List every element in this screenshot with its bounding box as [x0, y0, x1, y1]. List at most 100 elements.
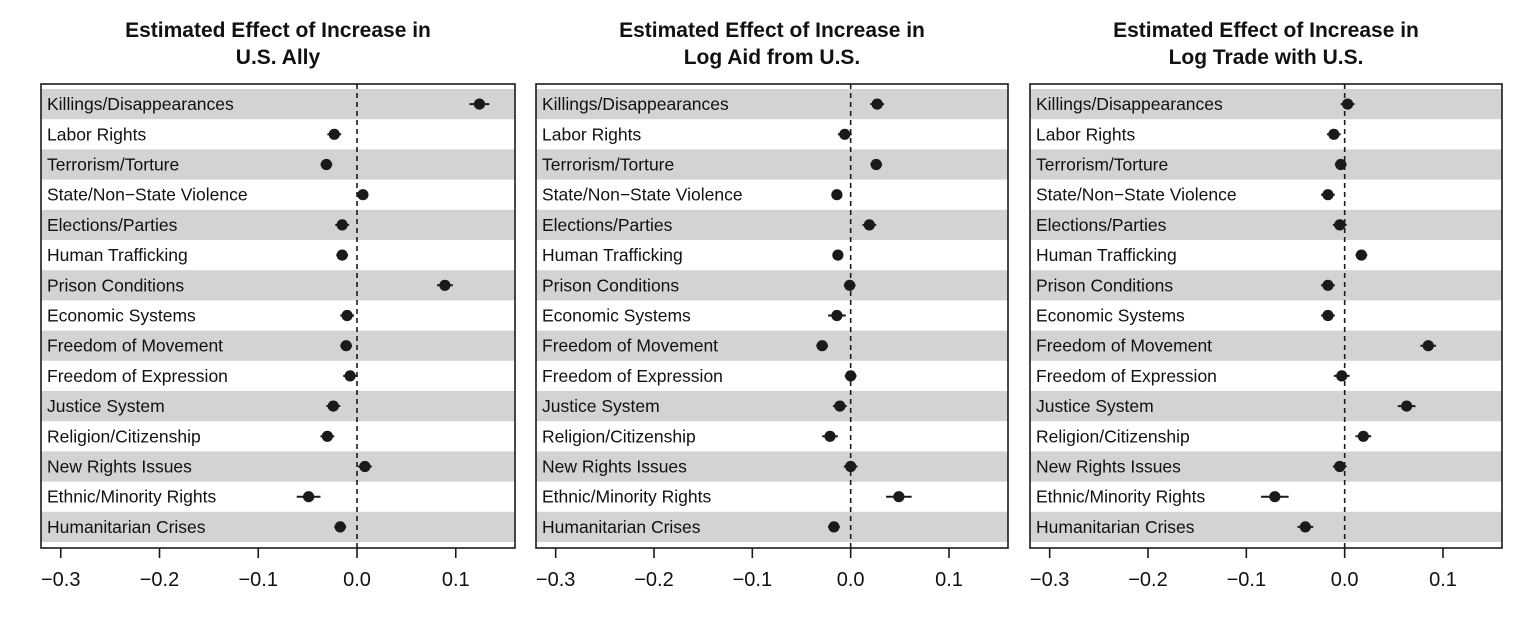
panel-frame — [535, 83, 1009, 549]
estimate-point — [832, 249, 844, 261]
row-label: Human Trafficking — [47, 245, 188, 265]
row-band — [1030, 270, 1502, 301]
estimate-point — [845, 460, 857, 473]
estimate-point — [870, 158, 882, 171]
row-band — [536, 451, 1008, 482]
estimate-point — [357, 189, 369, 201]
panel-us-ally: Estimated Effect of Increase in U.S. Ally… — [40, 19, 516, 591]
estimate-point — [359, 460, 371, 473]
row-band — [1030, 451, 1502, 482]
estimate-point — [839, 128, 851, 140]
row-band — [1030, 391, 1502, 422]
estimate-point — [1336, 370, 1348, 382]
row-band — [536, 209, 1008, 240]
row-label: Labor Rights — [1036, 124, 1135, 144]
row-label: Killings/Disappearances — [1036, 94, 1223, 114]
estimate-point — [1335, 158, 1347, 171]
row-label: State/Non−State Violence — [542, 185, 743, 205]
estimate-point — [303, 491, 315, 503]
row-label: Labor Rights — [47, 124, 146, 144]
row-label: Humanitarian Crises — [47, 517, 206, 537]
panel-title-line-2: U.S. Ally — [236, 46, 321, 69]
row-label: Terrorism/Torture — [1036, 155, 1168, 175]
x-tick-label: 0.0 — [837, 569, 865, 591]
row-label: Economic Systems — [47, 306, 196, 326]
x-tick-label: 0.1 — [935, 569, 963, 591]
row-label: Elections/Parties — [542, 215, 673, 235]
estimate-point — [328, 128, 340, 140]
row-band — [41, 391, 515, 422]
estimate-point — [1299, 521, 1311, 533]
row-label: New Rights Issues — [47, 457, 192, 477]
estimate-point — [1269, 491, 1281, 503]
row-label: New Rights Issues — [542, 457, 687, 477]
row-band — [1030, 209, 1502, 240]
row-label: Prison Conditions — [542, 275, 679, 295]
row-label: Economic Systems — [1036, 306, 1185, 326]
estimate-point — [1328, 128, 1340, 140]
row-label: New Rights Issues — [1036, 457, 1181, 477]
row-label: Labor Rights — [542, 124, 641, 144]
x-tick-label: −0.3 — [1030, 569, 1069, 591]
estimate-point — [1401, 400, 1413, 412]
panel-log-aid: Estimated Effect of Increase in Log Aid f… — [535, 19, 1009, 591]
estimate-point — [828, 521, 840, 533]
row-band — [536, 391, 1008, 422]
row-label: Religion/Citizenship — [47, 426, 201, 446]
x-tick-label: 0.0 — [1331, 569, 1359, 591]
row-band — [41, 511, 515, 542]
row-band — [536, 89, 1008, 120]
panel-title-line-2: Log Trade with U.S. — [1169, 46, 1364, 69]
estimate-point — [816, 340, 828, 352]
row-label: Ethnic/Minority Rights — [542, 487, 711, 507]
x-tick-label: −0.1 — [733, 569, 772, 591]
row-label: Humanitarian Crises — [1036, 517, 1195, 537]
estimate-point — [473, 98, 486, 110]
estimate-point — [824, 430, 836, 442]
estimate-point — [831, 309, 843, 322]
row-label: Terrorism/Torture — [47, 155, 179, 175]
panel-title-line-2: Log Aid from U.S. — [684, 46, 861, 69]
x-tick-label: 0.1 — [442, 569, 470, 591]
estimate-point — [1334, 219, 1346, 231]
row-band — [41, 89, 515, 120]
row-label: Religion/Citizenship — [1036, 426, 1190, 446]
row-label: Freedom of Expression — [542, 366, 723, 386]
x-tick-label: 0.0 — [343, 569, 371, 591]
estimate-point — [344, 370, 356, 382]
panel-title-line-1: Estimated Effect of Increase in — [125, 19, 431, 42]
row-label: Freedom of Movement — [542, 336, 718, 356]
row-label: Prison Conditions — [47, 275, 184, 295]
x-tick-label: −0.3 — [41, 569, 80, 591]
row-label: Human Trafficking — [542, 245, 683, 265]
row-label: Killings/Disappearances — [47, 94, 234, 114]
panel-title-line-1: Estimated Effect of Increase in — [1113, 19, 1419, 42]
panel-log-trade: Estimated Effect of Increase in Log Trade… — [1029, 19, 1503, 591]
row-label: Prison Conditions — [1036, 275, 1173, 295]
row-band — [41, 270, 515, 301]
row-label: Freedom of Movement — [1036, 336, 1212, 356]
x-tick-label: −0.1 — [1227, 569, 1266, 591]
row-band — [536, 330, 1008, 361]
row-label: Justice System — [1036, 396, 1154, 416]
estimate-point — [893, 491, 905, 503]
panel-frame — [40, 83, 516, 549]
row-label: Human Trafficking — [1036, 245, 1177, 265]
row-label: State/Non−State Violence — [47, 185, 248, 205]
estimate-point — [1322, 189, 1334, 201]
estimate-point — [871, 98, 883, 110]
row-label: Terrorism/Torture — [542, 155, 674, 175]
x-tick-label: −0.2 — [634, 569, 673, 591]
row-band — [41, 209, 515, 240]
x-tick-label: −0.1 — [239, 569, 278, 591]
estimate-point — [863, 219, 875, 231]
estimate-point — [1355, 249, 1367, 261]
estimate-point — [1342, 98, 1354, 110]
row-band — [41, 149, 515, 180]
panel-title-line-1: Estimated Effect of Increase in — [619, 19, 925, 42]
estimate-point — [844, 279, 856, 291]
estimate-point — [1322, 309, 1334, 322]
row-label: Freedom of Movement — [47, 336, 223, 356]
estimate-point — [831, 189, 843, 201]
